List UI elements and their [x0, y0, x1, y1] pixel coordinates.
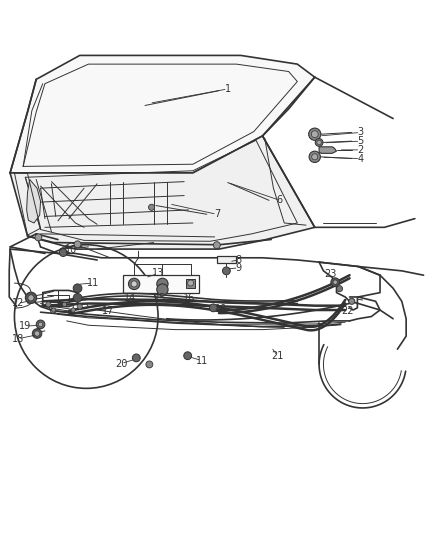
Text: 18: 18: [12, 334, 24, 344]
Circle shape: [333, 280, 337, 284]
Polygon shape: [10, 136, 315, 249]
Circle shape: [311, 131, 318, 138]
Circle shape: [209, 304, 217, 312]
Circle shape: [213, 241, 220, 249]
Text: 7: 7: [214, 209, 220, 219]
Bar: [123, 275, 199, 293]
Circle shape: [32, 329, 42, 338]
Text: 21: 21: [272, 351, 284, 361]
Text: 9: 9: [236, 263, 242, 273]
Circle shape: [349, 298, 355, 304]
Circle shape: [315, 139, 323, 147]
Text: 16: 16: [183, 293, 195, 303]
Text: 13: 13: [152, 269, 164, 278]
Circle shape: [331, 278, 339, 287]
Circle shape: [128, 278, 140, 289]
Polygon shape: [319, 147, 336, 154]
Text: 19: 19: [19, 321, 32, 331]
Circle shape: [77, 304, 82, 309]
Text: 10: 10: [215, 304, 227, 314]
Circle shape: [309, 151, 321, 163]
Text: 22: 22: [341, 306, 353, 316]
Circle shape: [62, 302, 67, 306]
Text: 15: 15: [154, 293, 166, 303]
Text: 23: 23: [324, 269, 336, 279]
Circle shape: [35, 331, 40, 336]
Circle shape: [146, 361, 153, 368]
Circle shape: [132, 354, 140, 362]
Text: 2: 2: [357, 145, 364, 155]
Text: 11: 11: [87, 278, 99, 288]
Text: 10: 10: [65, 245, 77, 255]
Circle shape: [36, 320, 45, 329]
Circle shape: [74, 241, 81, 248]
Text: 17: 17: [102, 306, 114, 316]
Circle shape: [51, 308, 56, 312]
Circle shape: [187, 280, 194, 286]
Circle shape: [25, 292, 37, 303]
Circle shape: [157, 278, 168, 289]
Circle shape: [131, 281, 137, 287]
Circle shape: [148, 204, 155, 211]
Circle shape: [35, 234, 42, 241]
Circle shape: [73, 294, 82, 302]
Circle shape: [223, 267, 230, 275]
Text: 11: 11: [195, 356, 208, 366]
Polygon shape: [27, 180, 41, 223]
Text: 8: 8: [236, 255, 242, 265]
Circle shape: [317, 140, 321, 144]
Text: 4: 4: [357, 154, 364, 164]
Text: 5: 5: [357, 136, 364, 146]
Circle shape: [73, 284, 82, 293]
Text: 3: 3: [357, 127, 364, 138]
Text: 20: 20: [115, 359, 127, 368]
Text: 6: 6: [277, 196, 283, 205]
Circle shape: [157, 284, 168, 295]
Polygon shape: [10, 55, 315, 173]
Circle shape: [312, 154, 318, 160]
Circle shape: [39, 322, 43, 327]
Circle shape: [336, 286, 343, 292]
Text: 14: 14: [124, 293, 136, 303]
Circle shape: [184, 352, 191, 360]
Circle shape: [59, 249, 67, 256]
Circle shape: [71, 308, 75, 312]
Circle shape: [28, 295, 34, 301]
Polygon shape: [186, 279, 195, 288]
Circle shape: [46, 302, 51, 307]
Circle shape: [309, 128, 321, 140]
Bar: [217, 256, 236, 263]
Text: 12: 12: [12, 298, 24, 309]
Text: 1: 1: [225, 84, 231, 94]
